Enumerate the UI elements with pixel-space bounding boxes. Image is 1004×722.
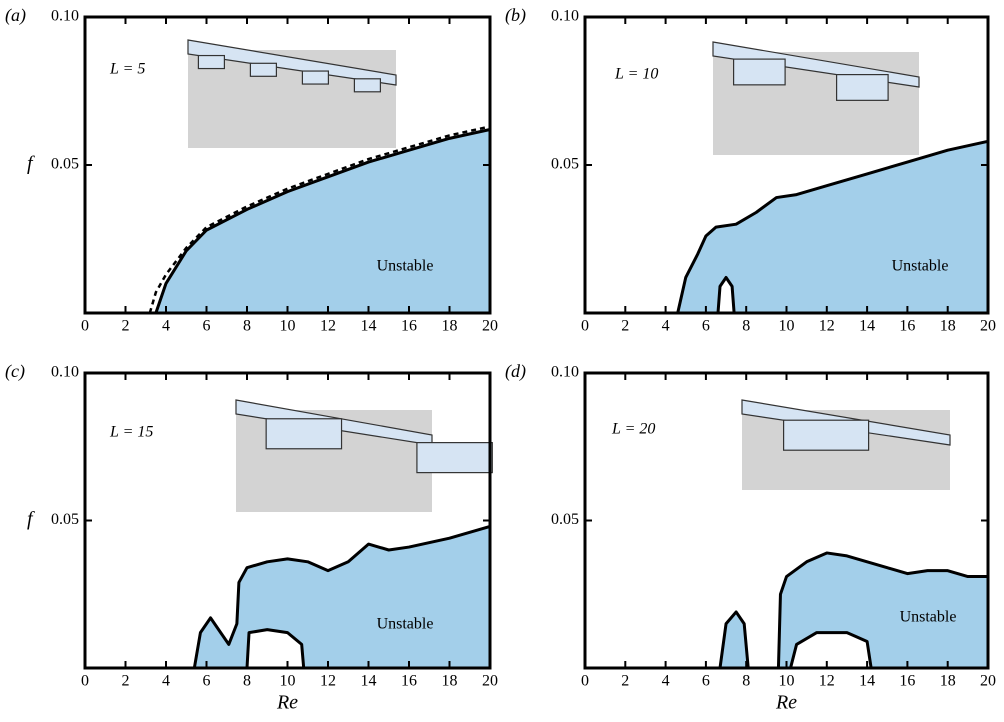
boundary: [148, 125, 491, 314]
x-tick-label: 10: [280, 673, 296, 690]
boundary: [716, 275, 736, 314]
x-tick-label: 16: [401, 318, 417, 335]
region-label: Unstable: [377, 616, 434, 633]
inset-label: L = 10: [614, 66, 658, 83]
x-tick-label: 2: [122, 318, 130, 335]
x-tick-label: 10: [779, 673, 795, 690]
boundary: [789, 631, 873, 669]
y-tick-label: 0.05: [551, 511, 579, 528]
y-axis-label: f: [27, 153, 35, 175]
y-axis-label: f: [27, 508, 35, 530]
x-tick-label: 2: [621, 673, 629, 690]
x-tick-label: 8: [742, 673, 750, 690]
panel-label: (a): [5, 5, 26, 26]
boundary: [245, 628, 306, 669]
region: [677, 141, 988, 313]
region: [790, 632, 872, 668]
x-tick-label: 20: [980, 673, 996, 690]
x-tick-label: 18: [940, 673, 956, 690]
boundary: [154, 128, 491, 314]
inset-label: L = 15: [109, 424, 153, 441]
y-tick-label: 0.10: [51, 364, 79, 381]
inset-cavity: [301, 70, 329, 85]
x-tick-label: 20: [482, 318, 498, 335]
x-tick-label: 20: [980, 318, 996, 335]
x-tick-label: 4: [162, 318, 170, 335]
boundary: [192, 524, 491, 669]
x-tick-label: 10: [779, 318, 795, 335]
inset-cavity: [835, 73, 889, 101]
inset-cavity: [416, 442, 493, 474]
x-tick-label: 8: [243, 318, 251, 335]
x-tick-label: 4: [662, 673, 670, 690]
x-tick-label: 0: [81, 318, 89, 335]
x-tick-label: 4: [162, 673, 170, 690]
x-tick-label: 12: [320, 673, 336, 690]
x-tick-label: 14: [859, 673, 875, 690]
region: [155, 129, 490, 313]
inset-cavity: [249, 62, 277, 77]
x-tick-label: 18: [442, 318, 458, 335]
inset-label: L = 5: [109, 61, 145, 78]
x-tick-label: 4: [662, 318, 670, 335]
x-tick-label: 18: [940, 318, 956, 335]
x-tick-label: 6: [702, 673, 710, 690]
x-tick-label: 2: [122, 673, 130, 690]
panel-label: (d): [505, 361, 526, 382]
x-tick-label: 18: [442, 673, 458, 690]
x-tick-label: 16: [899, 318, 915, 335]
x-tick-label: 6: [203, 318, 211, 335]
x-tick-label: 14: [361, 673, 377, 690]
x-axis-label: Re: [276, 692, 298, 714]
y-tick-label: 0.05: [51, 511, 79, 528]
y-tick-label: 0.10: [551, 8, 579, 25]
inset-cavity: [197, 54, 225, 70]
y-tick-label: 0.05: [551, 156, 579, 173]
region-label: Unstable: [892, 258, 949, 275]
x-tick-label: 0: [581, 318, 589, 335]
inset-cavity: [265, 418, 343, 450]
region-label: Unstable: [900, 609, 957, 626]
y-tick-label: 0.10: [51, 8, 79, 25]
inset-flow: [187, 39, 397, 86]
x-tick-label: 14: [361, 318, 377, 335]
x-tick-label: 12: [819, 318, 835, 335]
x-tick-label: 16: [401, 673, 417, 690]
panel-label: (b): [505, 5, 526, 26]
x-tick-label: 16: [899, 673, 915, 690]
inset-cavity: [353, 78, 381, 93]
x-tick-label: 10: [280, 318, 296, 335]
x-tick-label: 2: [621, 318, 629, 335]
x-tick-label: 12: [320, 318, 336, 335]
boundary: [676, 139, 989, 314]
x-tick-label: 0: [581, 673, 589, 690]
x-axis-label: Re: [775, 692, 797, 714]
x-tick-label: 20: [482, 673, 498, 690]
inset-label: L = 20: [611, 421, 655, 438]
panel-label: (c): [5, 361, 25, 382]
x-tick-label: 12: [819, 673, 835, 690]
x-tick-label: 6: [203, 673, 211, 690]
boundary: [776, 551, 988, 669]
x-tick-label: 8: [243, 673, 251, 690]
inset-cavity: [782, 419, 870, 451]
y-tick-label: 0.05: [51, 156, 79, 173]
region: [247, 629, 304, 668]
boundary: [718, 610, 750, 669]
y-tick-label: 0.10: [551, 364, 579, 381]
x-tick-label: 14: [859, 318, 875, 335]
region-label: Unstable: [377, 258, 434, 275]
x-tick-label: 8: [742, 318, 750, 335]
region: [717, 277, 735, 313]
x-tick-label: 6: [702, 318, 710, 335]
x-tick-label: 0: [81, 673, 89, 690]
inset-cavity: [732, 58, 786, 86]
